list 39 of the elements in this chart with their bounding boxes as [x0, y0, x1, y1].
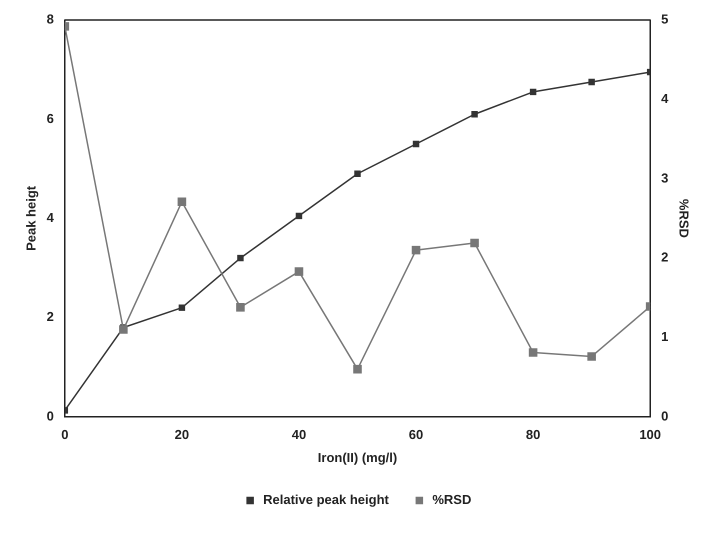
y2-tick-label: 0 — [661, 408, 668, 424]
point — [412, 140, 420, 148]
y-tick-label: 8 — [46, 12, 54, 27]
x-tick-label: 20 — [174, 427, 190, 442]
point — [412, 246, 420, 254]
y-tick-label: 0 — [46, 408, 54, 424]
x-tick-label: 0 — [61, 427, 68, 442]
point — [178, 197, 186, 206]
point — [178, 304, 186, 311]
point — [119, 325, 128, 334]
point — [237, 254, 244, 262]
x-tick-label: 80 — [526, 427, 540, 442]
y-tick-label: 2 — [46, 309, 54, 324]
x-tick-label: 40 — [292, 427, 306, 442]
point — [530, 88, 536, 96]
y2-tick-label: 2 — [661, 250, 668, 265]
y2-tick-label: 4 — [661, 90, 670, 106]
point — [294, 267, 304, 276]
y2-tick-label: 3 — [661, 170, 668, 186]
point — [471, 111, 478, 118]
x-axis-title: Iron(II) (mg/l) — [318, 450, 398, 465]
y2-tick-label: 1 — [661, 329, 668, 344]
y-tick-label: 6 — [46, 110, 54, 126]
y2-axis-title: %RSD — [676, 198, 692, 238]
point — [296, 212, 302, 220]
x-tick-label: 100 — [639, 427, 662, 442]
y2-tick-label: 5 — [661, 12, 668, 27]
y-tick-label: 4 — [46, 210, 55, 225]
legend-label: %RSD — [432, 492, 472, 508]
point — [353, 364, 362, 374]
point — [354, 170, 361, 177]
point — [588, 78, 595, 86]
y-axis-title: Peak heigt — [23, 185, 38, 251]
legend-label: Relative peak height — [263, 492, 390, 508]
point — [236, 303, 245, 312]
x-tick-label: 60 — [408, 427, 424, 442]
point — [470, 238, 479, 248]
point — [528, 348, 538, 357]
point — [587, 352, 596, 361]
